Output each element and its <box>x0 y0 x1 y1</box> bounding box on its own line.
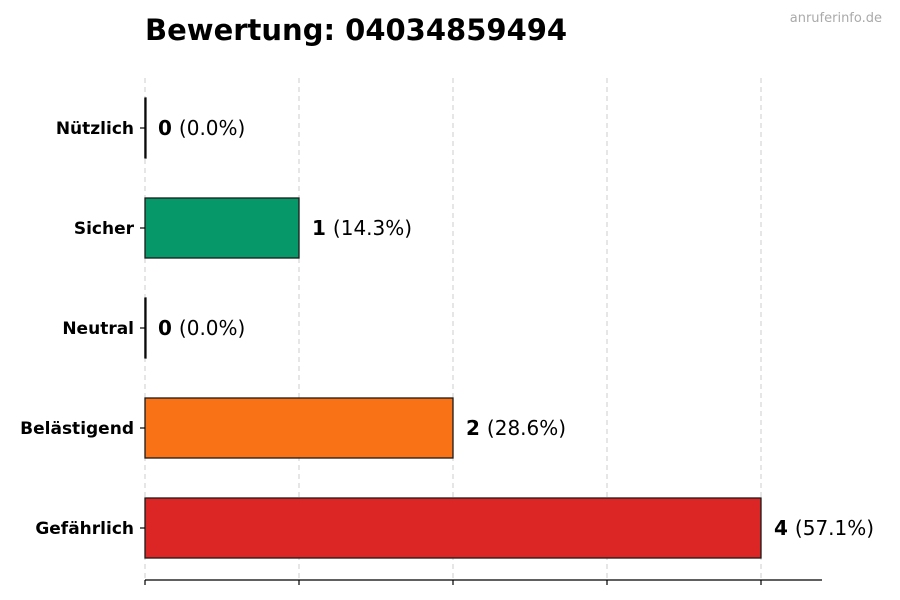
bar-2 <box>144 197 300 259</box>
value-percent: (0.0%) <box>179 116 245 140</box>
value-percent: (14.3%) <box>333 216 412 240</box>
bars <box>144 97 762 559</box>
category-label: Belästigend <box>20 419 134 439</box>
value-count: 0 <box>158 116 172 140</box>
value-count: 1 <box>312 216 326 240</box>
grid-lines <box>144 78 762 578</box>
value-count: 4 <box>774 516 788 540</box>
value-count: 0 <box>158 316 172 340</box>
chart-title: Bewertung: 04034859494 <box>145 13 567 47</box>
value-label: 2 (28.6%) <box>466 416 566 440</box>
category-label: Nützlich <box>56 119 134 139</box>
value-label: 4 (57.1%) <box>774 516 874 540</box>
value-label: 0 (0.0%) <box>158 316 245 340</box>
value-percent: (0.0%) <box>179 316 245 340</box>
axes <box>140 98 822 585</box>
value-label: 0 (0.0%) <box>158 116 245 140</box>
category-label: Sicher <box>74 219 135 239</box>
bar-5 <box>144 497 762 559</box>
category-label: Gefährlich <box>35 519 134 539</box>
watermark: anruferinfo.de <box>790 11 882 26</box>
value-percent: (57.1%) <box>795 516 874 540</box>
value-percent: (28.6%) <box>487 416 566 440</box>
value-count: 2 <box>466 416 480 440</box>
labels: Nützlich 0 (0.0%) Sicher 1 (14.3%) Neutral 0 (0.… <box>20 116 874 540</box>
category-label: Neutral <box>62 319 134 339</box>
value-label: 1 (14.3%) <box>312 216 412 240</box>
bar-4 <box>144 397 454 459</box>
